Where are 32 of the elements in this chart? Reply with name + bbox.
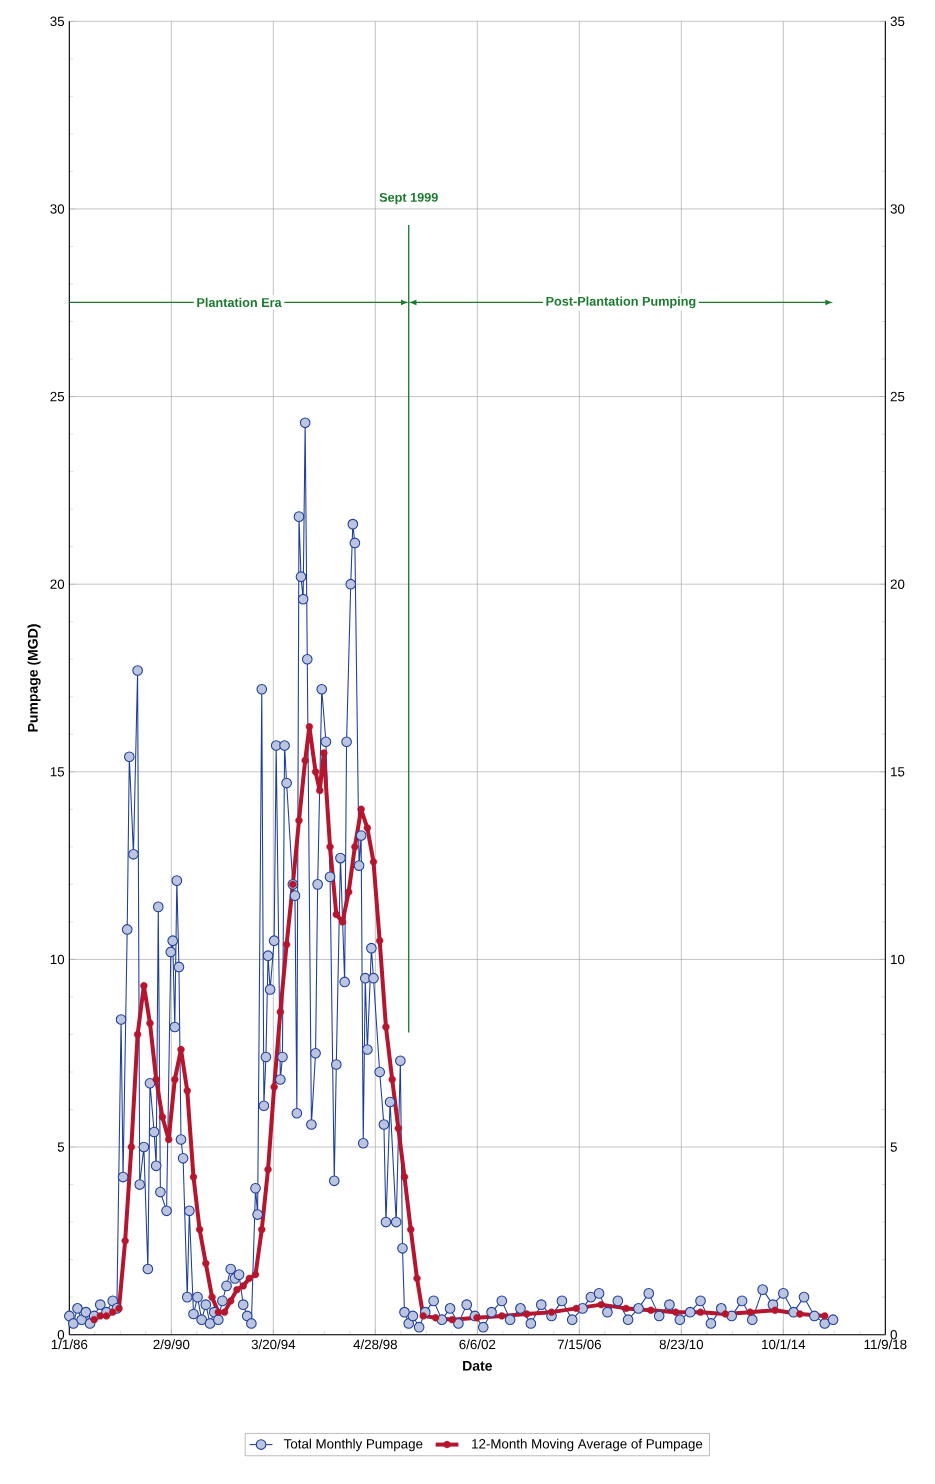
y2-tick-label: 10 [891, 954, 905, 965]
y2-tick-label: 0 [890, 1329, 898, 1340]
x-axis-title: Date [463, 1361, 493, 1371]
ref-line-label: Sept 1999 [379, 192, 438, 205]
y2-tick-label: 25 [890, 391, 905, 402]
x-tick-label: 11/9/18 [864, 1339, 907, 1350]
x-tick-label: 1/1/86 [51, 1339, 88, 1350]
y-tick-label: 25 [50, 391, 65, 402]
y-tick-label: 5 [57, 1142, 65, 1152]
x-tick-label: 8/23/10 [659, 1339, 704, 1350]
x-tick-label: 4/28/98 [353, 1339, 398, 1350]
x-tick-label: 10/1/14 [762, 1339, 806, 1350]
legend-label: Total Monthly Pumpage [284, 1438, 423, 1452]
y2-tick-label: 5 [890, 1142, 898, 1152]
y-tick-label: 35 [50, 16, 65, 27]
y2-tick-label: 20 [890, 579, 905, 589]
y-tick-label: 30 [50, 204, 65, 214]
y-tick-label: 20 [50, 579, 65, 589]
x-tick-label: 7/15/06 [557, 1339, 602, 1350]
y2-tick-label: 30 [890, 204, 905, 214]
x-tick-label: 6/6/02 [459, 1339, 496, 1350]
y-tick-label: 15 [50, 767, 65, 777]
annotation: Plantation Era [197, 297, 282, 308]
y-tick-label: 0 [57, 1329, 65, 1340]
x-tick-label: 3/20/94 [251, 1339, 296, 1350]
y-axis-title: Pumpage (MGD) [27, 624, 41, 732]
y2-tick-label: 35 [890, 16, 905, 27]
y2-tick-label: 15 [891, 767, 905, 777]
legend-label: 12-Month Moving Average of Pumpage [472, 1438, 703, 1452]
x-tick-label: 2/9/90 [153, 1339, 190, 1350]
y-tick-label: 10 [50, 954, 65, 965]
annotation: Post-Plantation Pumping [546, 296, 696, 309]
